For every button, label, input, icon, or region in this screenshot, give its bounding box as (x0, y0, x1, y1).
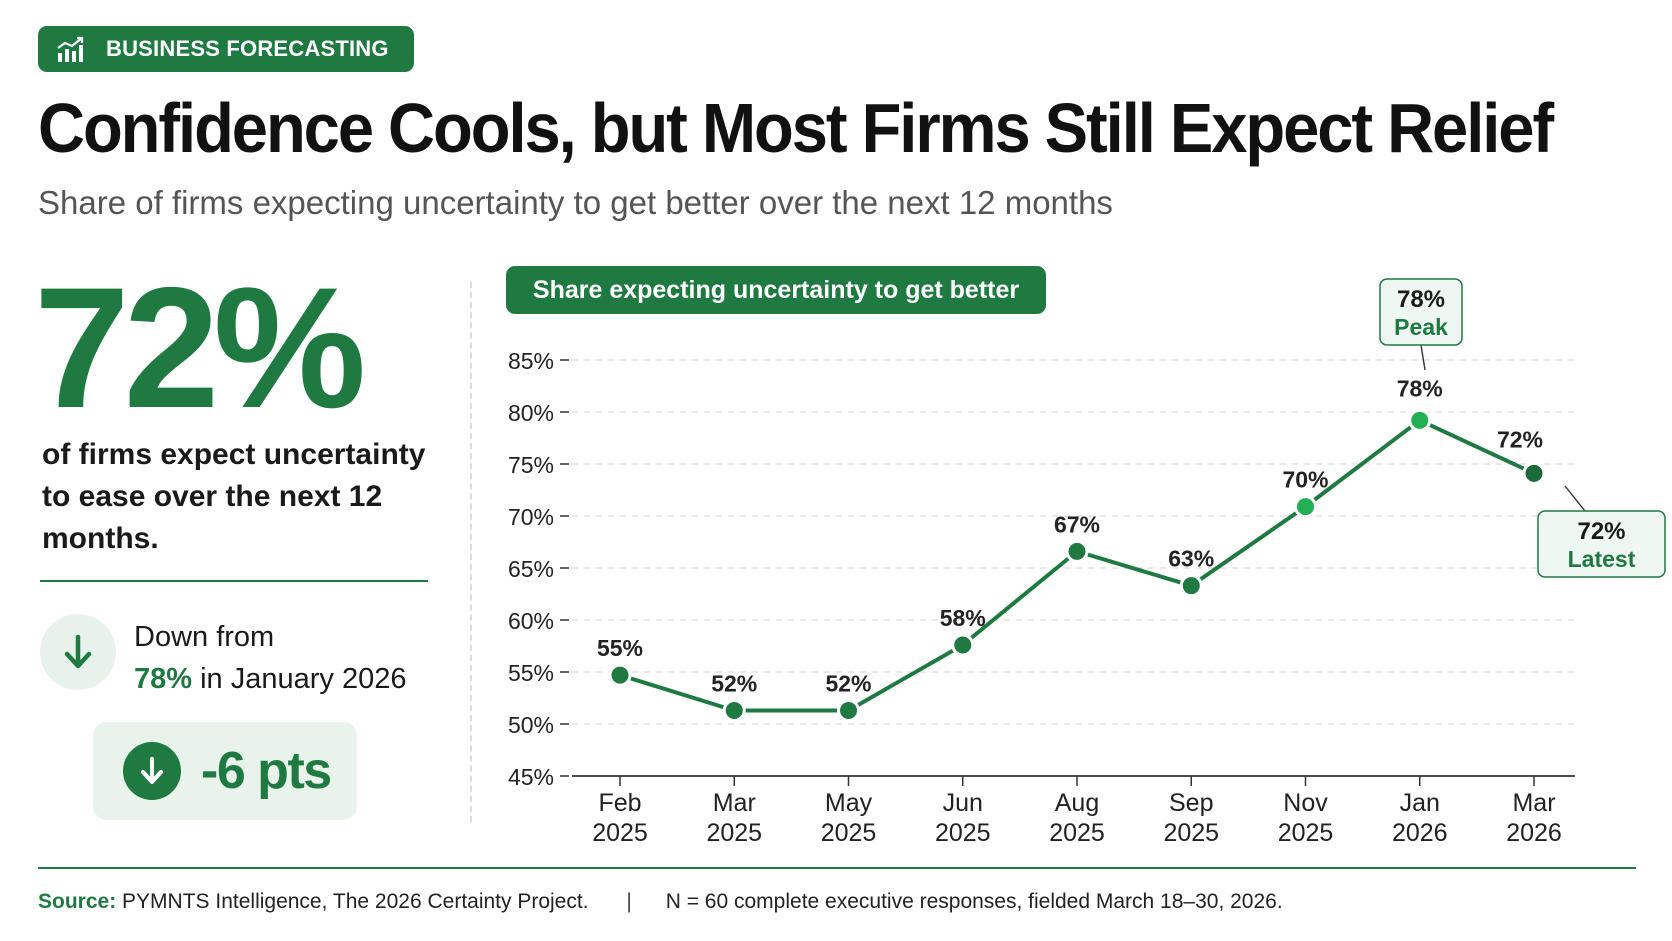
change-badge: -6 pts (93, 722, 357, 820)
x-tick-month: Nov (1283, 789, 1328, 817)
x-tick-year: 2026 (1392, 819, 1448, 847)
down-from-label: Down from (134, 621, 275, 653)
y-tick-label: 65% (508, 556, 554, 582)
data-point (1179, 574, 1203, 598)
data-point (1065, 539, 1089, 563)
data-label: 63% (1168, 546, 1214, 572)
category-tag-label: BUSINESS FORECASTING (106, 36, 389, 61)
x-tick-month: Mar (1512, 789, 1555, 817)
latest-callout-label: Latest (1568, 546, 1636, 572)
arrow-down-icon (123, 742, 181, 800)
down-from-value: 78% (134, 663, 193, 695)
y-tick-label: 75% (508, 452, 554, 478)
footer-separator: | (626, 890, 632, 913)
arrow-down-icon (40, 614, 116, 690)
y-tick-label: 60% (508, 608, 554, 634)
data-label: 55% (597, 635, 643, 661)
change-value: -6 pts (201, 742, 332, 800)
x-tick-year: 2025 (1278, 819, 1334, 847)
peak-callout-label: Peak (1394, 314, 1448, 340)
data-point (608, 663, 632, 687)
kpi-description: of firms expect uncertainty to ease over… (42, 438, 426, 555)
y-tick-label: 55% (508, 660, 554, 686)
bar-chart-trend-icon (57, 36, 84, 62)
kpi-divider (40, 580, 428, 582)
data-point (1522, 461, 1546, 485)
footer-source: Source: PYMNTS Intelligence, The 2026 Ce… (38, 890, 1283, 914)
peak-callout-value: 78% (1397, 286, 1445, 313)
peak-callout-leader (1420, 344, 1426, 371)
data-point (1408, 408, 1432, 432)
data-label: 72% (1497, 426, 1543, 452)
down-from-period: in January 2026 (200, 663, 407, 695)
latest-callout-value: 72% (1577, 518, 1625, 545)
data-point (951, 633, 975, 657)
data-label: 70% (1282, 467, 1328, 493)
page-subtitle: Share of firms expecting uncertainty to … (38, 184, 1113, 221)
x-tick-month: Jun (943, 789, 983, 817)
page-title: Confidence Cools, but Most Firms Still E… (38, 89, 1554, 167)
source-text: PYMNTS Intelligence, The 2026 Certainty … (122, 890, 589, 913)
section-divider (470, 282, 472, 822)
x-tick-month: Jan (1400, 789, 1440, 817)
data-point (1294, 495, 1317, 519)
chart-title: Share expecting uncertainty to get bette… (506, 266, 1046, 314)
peak-callout-box (1379, 278, 1463, 346)
x-tick-month: May (825, 789, 873, 817)
y-tick-label: 70% (508, 504, 554, 530)
source-label: Source: (38, 890, 117, 913)
x-tick-month: Aug (1055, 789, 1099, 817)
category-tag: BUSINESS FORECASTING (38, 26, 414, 72)
y-tick-label: 45% (508, 764, 554, 790)
data-label: 52% (711, 670, 757, 696)
x-tick-month: Feb (598, 789, 641, 817)
sample-note: N = 60 complete executive responses, fie… (665, 890, 1283, 913)
x-tick-month: Mar (713, 789, 756, 817)
latest-callout-leader (1564, 485, 1586, 512)
x-tick-year: 2025 (821, 819, 877, 847)
data-label: 78% (1397, 375, 1443, 401)
x-tick-year: 2025 (1049, 819, 1105, 847)
x-tick-month: Sep (1169, 789, 1213, 817)
x-tick-year: 2025 (706, 819, 762, 847)
line-chart: 45%50%55%60%65%70%75%80%85%Feb2025Mar202… (508, 278, 1666, 847)
down-from-text: Down from 78% in January 2026 (134, 616, 406, 700)
x-tick-year: 2025 (1163, 819, 1219, 847)
data-label: 58% (940, 605, 986, 631)
data-label: 52% (825, 670, 871, 696)
data-label: 67% (1054, 511, 1100, 537)
y-tick-label: 80% (508, 400, 554, 426)
data-point (722, 698, 746, 722)
latest-callout-box (1537, 510, 1666, 578)
y-tick-label: 85% (508, 348, 554, 374)
x-tick-year: 2026 (1506, 819, 1562, 847)
y-tick-label: 50% (508, 712, 554, 738)
x-tick-year: 2025 (592, 819, 648, 847)
footer-divider (38, 867, 1636, 869)
x-tick-year: 2025 (935, 819, 991, 847)
data-point (837, 698, 860, 722)
kpi-value: 72% (34, 252, 366, 444)
